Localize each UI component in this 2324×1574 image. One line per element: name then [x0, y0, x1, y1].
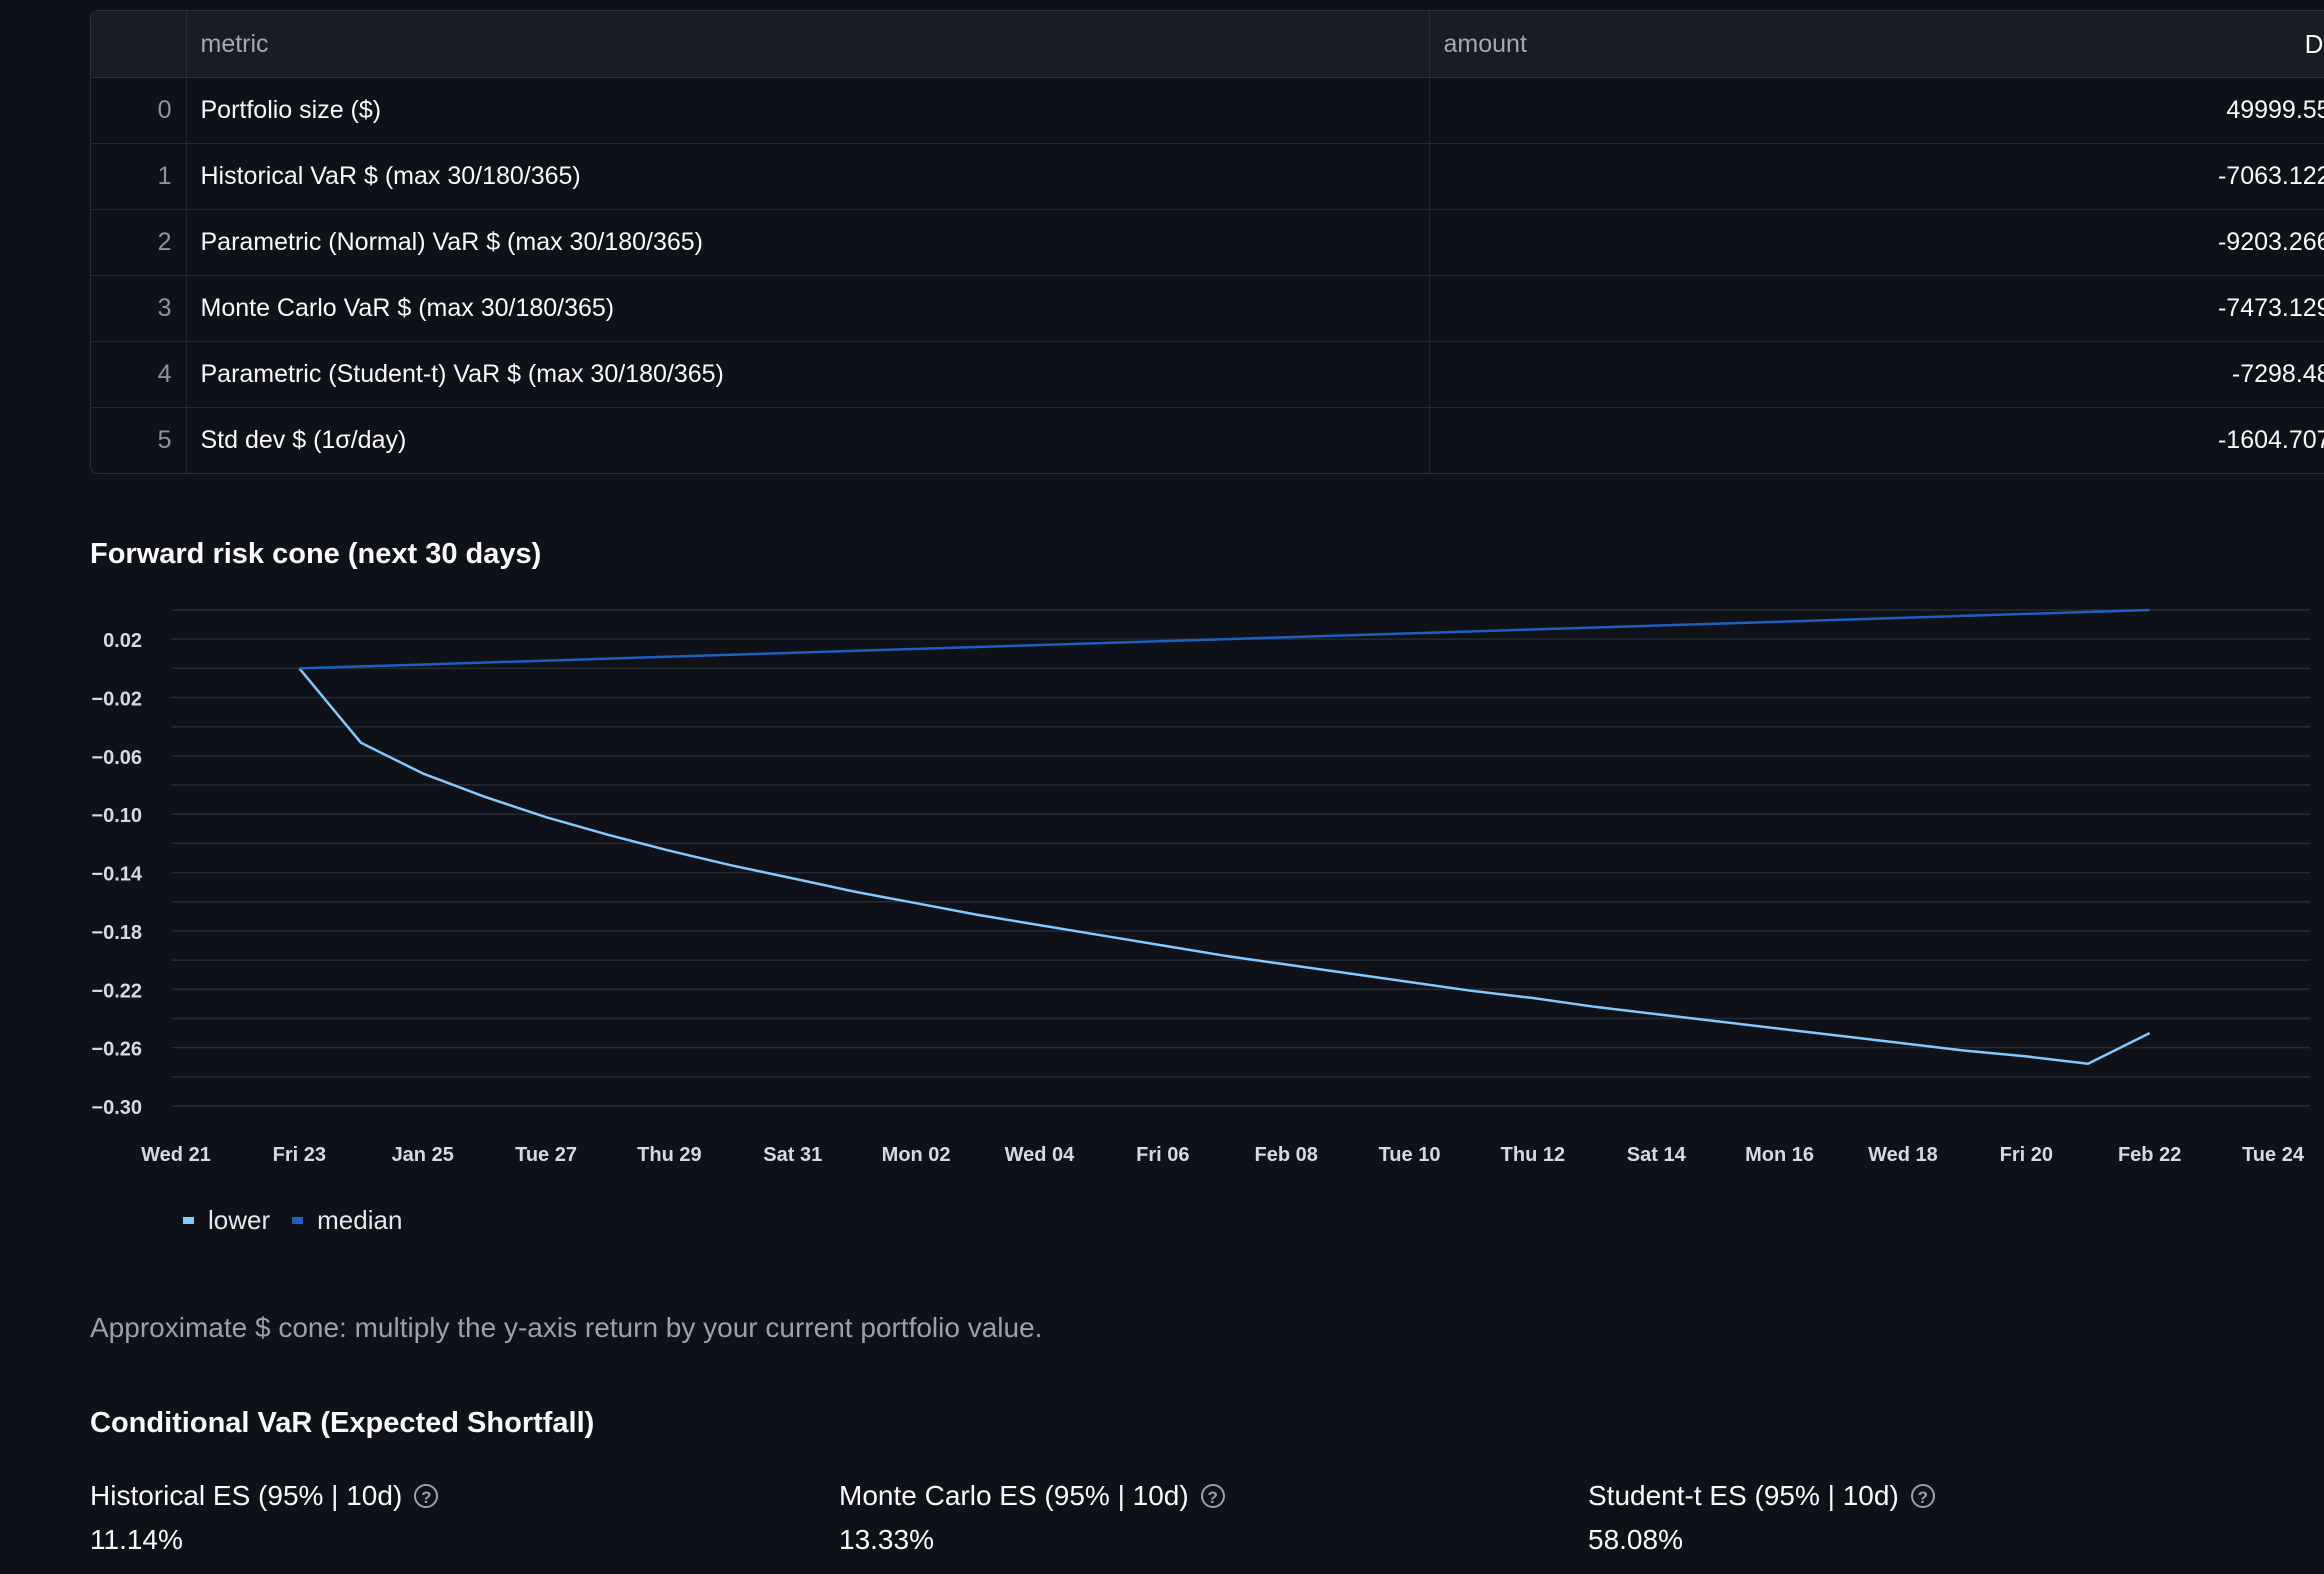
- x-tick-label: Wed 21: [141, 1144, 211, 1166]
- legend-label: median: [317, 1205, 403, 1235]
- series-line-median: [299, 608, 2150, 670]
- metric-cell[interactable]: Parametric (Student-t) VaR $ (max 30/180…: [186, 341, 1430, 408]
- metric-historical-es: Historical ES (95% | 10d) ? 11.14%: [90, 1478, 439, 1556]
- table-row[interactable]: 4 Parametric (Student-t) VaR $ (max 30/18…: [91, 341, 2324, 408]
- row-index-cell[interactable]: 2: [91, 209, 187, 276]
- chart-legend[interactable]: lower median: [183, 1205, 402, 1236]
- x-tick-label: Sat 14: [1627, 1144, 1687, 1166]
- metric-label-row: Monte Carlo ES (95% | 10d) ?: [839, 1478, 1225, 1514]
- y-tick-label: −0.18: [91, 922, 142, 944]
- metric-label: Student-t ES (95% | 10d): [1588, 1480, 1899, 1511]
- y-tick-label: −0.10: [91, 805, 142, 827]
- x-tick-label: Fri 20: [2000, 1144, 2053, 1166]
- column-header-depletion[interactable]: Deple: [2304, 29, 2324, 59]
- legend-swatch: [292, 1217, 304, 1224]
- y-tick-label: −0.06: [91, 747, 142, 769]
- es-section-title: Conditional VaR (Expected Shortfall): [90, 1407, 595, 1439]
- x-tick-label: Sat 31: [763, 1144, 822, 1166]
- chart-title: Forward risk cone (next 30 days): [90, 538, 542, 570]
- x-tick-label: Thu 12: [1501, 1144, 1565, 1166]
- amount-cell[interactable]: -1604.7076: [1429, 407, 2324, 473]
- metric-student-t-es: Student-t ES (95% | 10d) ? 58.08%: [1588, 1478, 1935, 1556]
- column-header-amount[interactable]: amount Deple: [1429, 11, 2324, 78]
- x-tick-label: Wed 04: [1005, 1144, 1076, 1166]
- metric-value: 58.08%: [1588, 1524, 1683, 1555]
- help-icon[interactable]: ?: [1200, 1484, 1225, 1508]
- legend-item-median[interactable]: median: [292, 1205, 402, 1236]
- amount-cell[interactable]: -7473.1293: [1429, 275, 2324, 342]
- x-tick-label: Feb 08: [1254, 1144, 1317, 1166]
- chart-note: Approximate $ cone: multiply the y-axis …: [90, 1312, 1043, 1343]
- table-row[interactable]: 3 Monte Carlo VaR $ (max 30/180/365) -7473…: [91, 275, 2324, 342]
- row-index-cell[interactable]: 0: [91, 77, 187, 144]
- amount-cell[interactable]: -7063.1228: [1429, 143, 2324, 210]
- x-tick-label: Mon 02: [882, 1144, 951, 1166]
- x-tick-label: Thu 29: [637, 1144, 701, 1166]
- metric-cell[interactable]: Portfolio size ($): [186, 77, 1430, 144]
- metric-cell[interactable]: Monte Carlo VaR $ (max 30/180/365): [186, 275, 1430, 342]
- legend-item-lower[interactable]: lower: [183, 1205, 270, 1236]
- metric-label: Historical ES (95% | 10d): [90, 1480, 403, 1511]
- metric-value: 13.33%: [839, 1524, 934, 1555]
- row-index-cell[interactable]: 4: [91, 341, 187, 408]
- help-icon[interactable]: ?: [414, 1484, 439, 1508]
- table-header-row: metric amount Deple: [91, 11, 2324, 78]
- row-index-cell[interactable]: 3: [91, 275, 187, 342]
- metric-cell[interactable]: Historical VaR $ (max 30/180/365): [186, 143, 1430, 210]
- series-line-lower: [298, 667, 2151, 1065]
- metric-label-row: Historical ES (95% | 10d) ?: [90, 1478, 439, 1514]
- table-row[interactable]: 1 Historical VaR $ (max 30/180/365) -7063.…: [91, 143, 2324, 210]
- x-tick-label: Tue 10: [1379, 1144, 1441, 1166]
- y-tick-label: −0.26: [91, 1039, 142, 1061]
- x-tick-label: Wed 18: [1868, 1144, 1938, 1166]
- legend-label: lower: [208, 1205, 271, 1235]
- metric-label: Monte Carlo ES (95% | 10d): [839, 1480, 1189, 1511]
- row-index-cell[interactable]: 1: [91, 143, 187, 210]
- x-tick-label: Tue 27: [515, 1144, 577, 1166]
- x-tick-label: Mon 16: [1745, 1144, 1814, 1166]
- metric-label-row: Student-t ES (95% | 10d) ?: [1588, 1478, 1935, 1514]
- x-tick-label: Tue 24: [2242, 1144, 2305, 1166]
- risk-cone-chart[interactable]: 0.02 −0.02 −0.06 −0.10 −0.14 −0.18 −0.22 −0.26 −…: [0, 0, 2324, 1240]
- amount-cell[interactable]: -7298.486: [1429, 341, 2324, 408]
- column-header-index[interactable]: [91, 11, 187, 78]
- y-tick-label: 0.02: [103, 630, 142, 652]
- row-index-cell[interactable]: 5: [91, 407, 187, 473]
- help-icon[interactable]: ?: [1910, 1484, 1935, 1508]
- metric-cell[interactable]: Parametric (Normal) VaR $ (max 30/180/36…: [186, 209, 1430, 276]
- column-header-metric[interactable]: metric: [186, 11, 1430, 78]
- x-tick-label: Jan 25: [392, 1144, 454, 1166]
- y-tick-label: −0.14: [91, 864, 142, 886]
- x-tick-label: Fri 23: [273, 1144, 326, 1166]
- metric-value: 11.14%: [90, 1524, 183, 1555]
- y-tick-label: −0.02: [91, 689, 142, 711]
- y-tick-label: −0.30: [91, 1097, 142, 1119]
- column-header-amount-label: amount: [1443, 29, 1527, 58]
- metric-cell[interactable]: Std dev $ (1σ/day): [186, 407, 1430, 473]
- legend-swatch: [183, 1217, 194, 1224]
- x-tick-label: Fri 06: [1136, 1144, 1189, 1166]
- table-row[interactable]: 2 Parametric (Normal) VaR $ (max 30/180/3…: [91, 209, 2324, 276]
- y-tick-label: −0.22: [91, 980, 142, 1002]
- amount-cell[interactable]: -9203.2661: [1429, 209, 2324, 276]
- amount-cell[interactable]: 49999.551: [1429, 77, 2324, 144]
- x-tick-label: Feb 22: [2118, 1144, 2181, 1166]
- metric-montecarlo-es: Monte Carlo ES (95% | 10d) ? 13.33%: [839, 1478, 1225, 1556]
